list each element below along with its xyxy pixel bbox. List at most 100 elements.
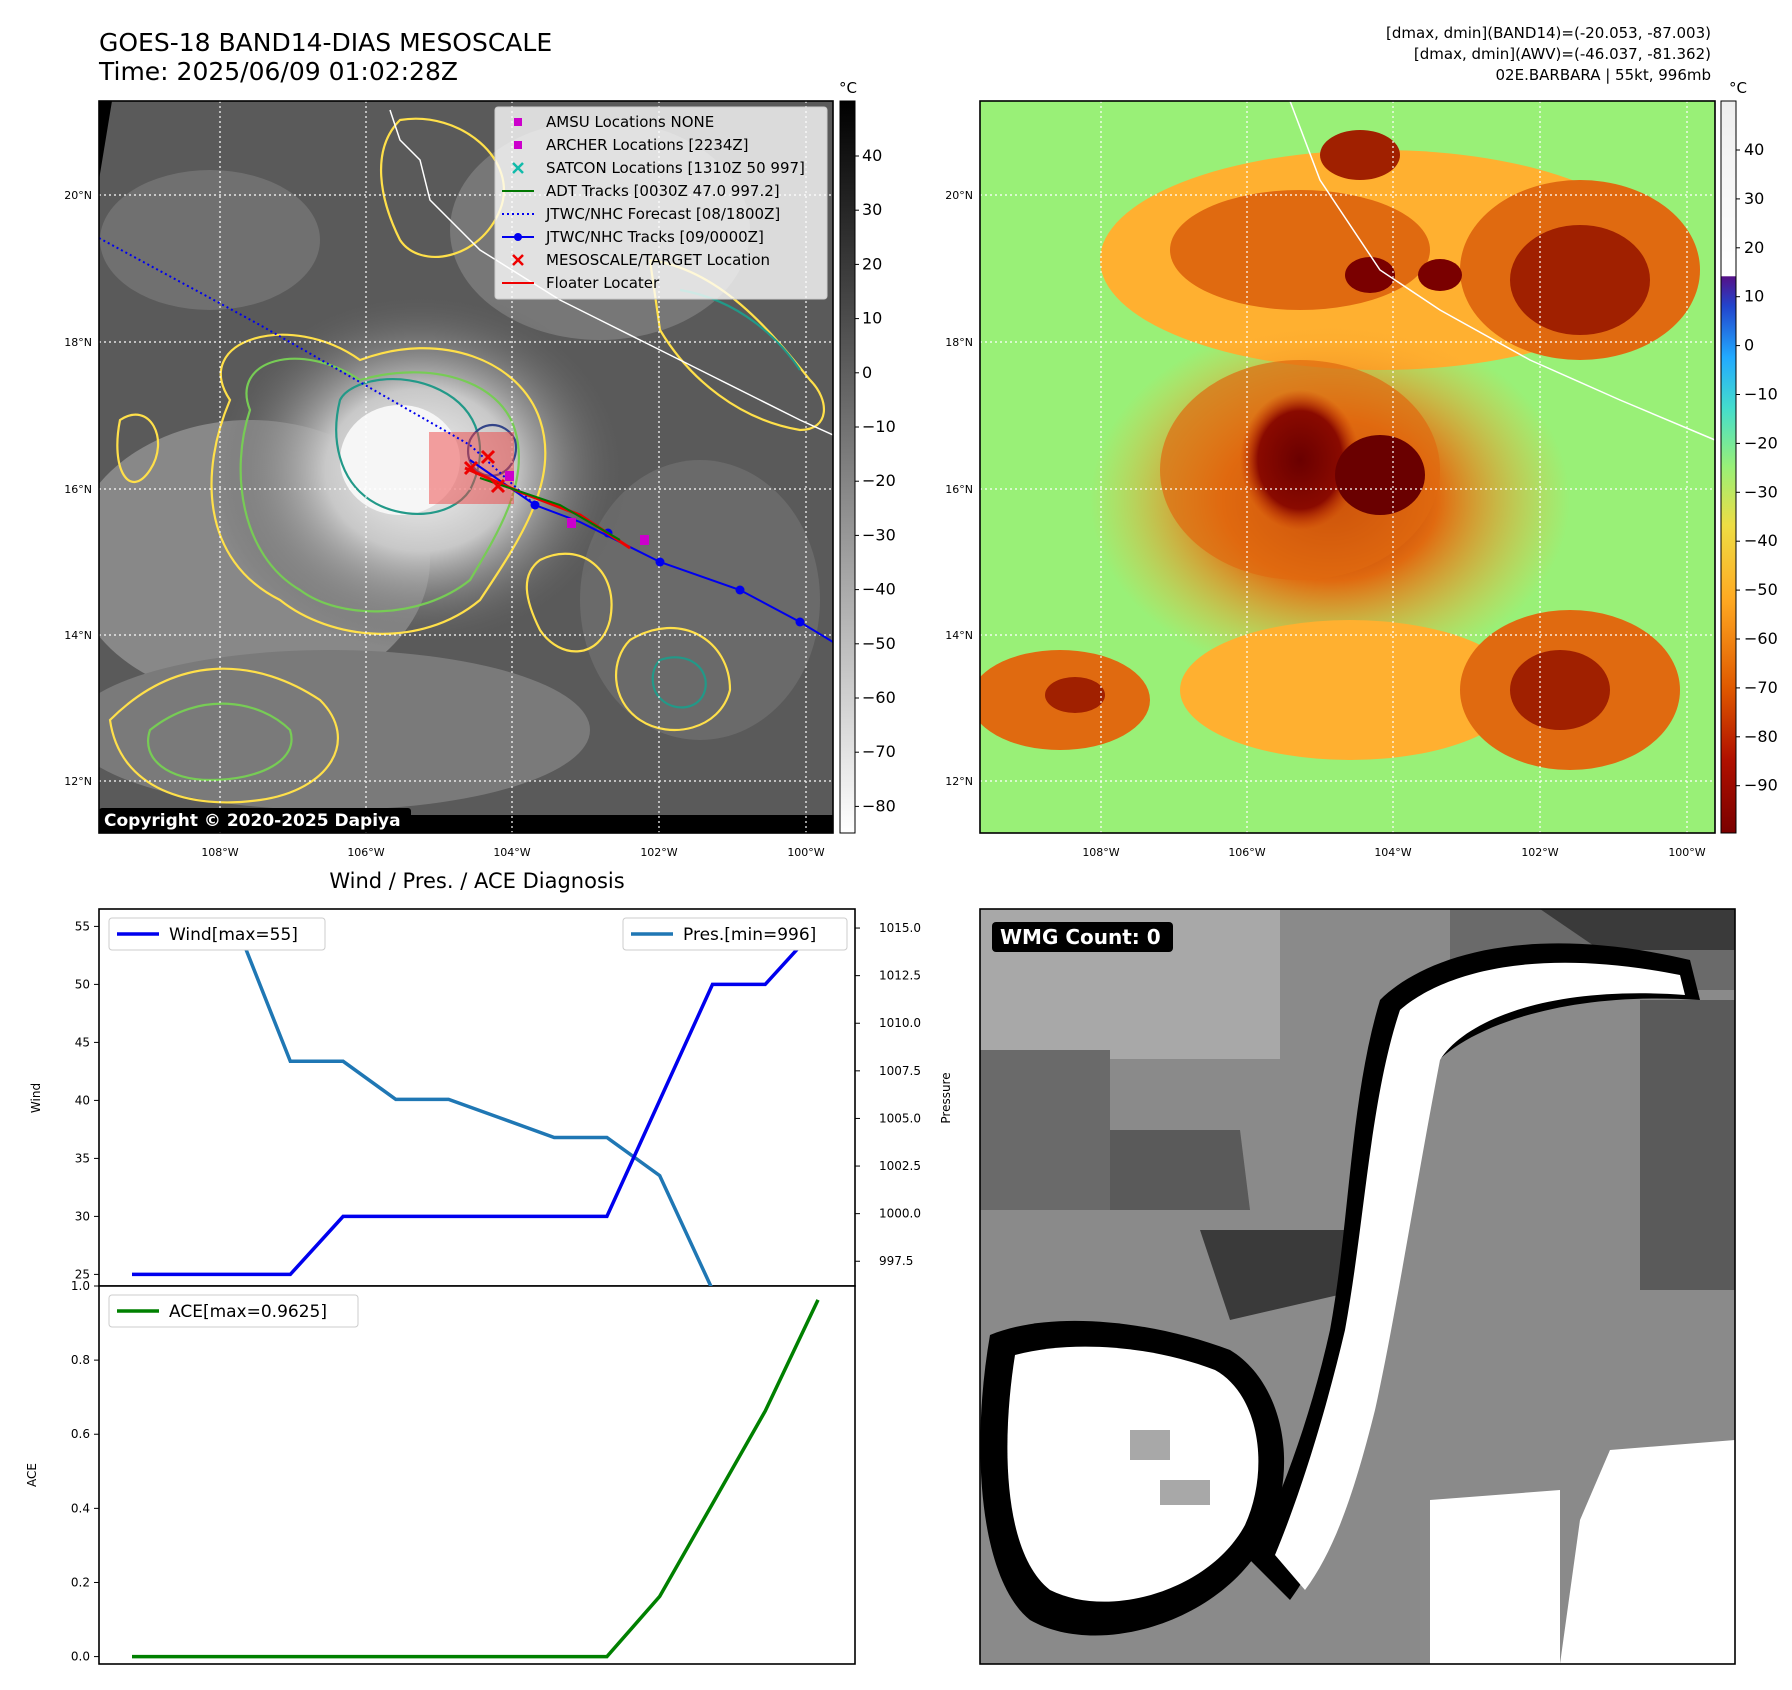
wind-tick-label: 45 — [75, 1035, 90, 1049]
target-marker — [490, 478, 506, 494]
wmg-imagery — [980, 909, 1735, 1664]
ace-tick-label: 0.8 — [71, 1353, 90, 1367]
band14-range: [dmax, dmin](BAND14)=(-20.053, -87.003) — [1386, 24, 1711, 42]
lat-tick-label: 16°N — [64, 483, 92, 496]
wv-cbar-label: −10 — [1744, 385, 1778, 404]
legend-label: ACE[max=0.9625] — [169, 1302, 327, 1322]
legend-label: MESOSCALE/TARGET Location — [546, 251, 770, 269]
ir-cbar-label: 40 — [862, 146, 882, 165]
legend-label: AMSU Locations NONE — [546, 113, 714, 131]
wind-axis-label: Wind — [29, 1083, 43, 1113]
wv-cbar-label: 30 — [1744, 189, 1764, 208]
legend-label: ARCHER Locations [2234Z] — [546, 136, 749, 154]
wind-series-line — [132, 925, 820, 1277]
ir-cbar-label: 10 — [862, 309, 882, 328]
lat-tick-label: 16°N — [945, 483, 973, 496]
wind-tick-label: 50 — [75, 977, 90, 991]
legend-label: JTWC/NHC Forecast [08/1800Z] — [545, 205, 780, 223]
ir-cbar-label: −80 — [862, 796, 896, 815]
wmg-count-badge: WMG Count: 0 — [992, 922, 1173, 952]
lon-tick-label: 106°W — [347, 846, 384, 859]
chart-title: Wind / Pres. / ACE Diagnosis — [329, 869, 624, 893]
wind-tick-label: 55 — [75, 919, 90, 933]
lon-tick-label: 108°W — [1082, 846, 1119, 859]
lon-tick-label: 100°W — [787, 846, 824, 859]
ir-cbar-label: −60 — [862, 688, 896, 707]
pressure-tick-label: 1002.5 — [879, 1159, 921, 1173]
pressure-legend: Pres.[min=996] — [622, 917, 848, 951]
ace-axis-label: ACE — [25, 1463, 39, 1487]
wv-cbar-label: −80 — [1744, 727, 1778, 746]
wv-cbar-label: −20 — [1744, 433, 1778, 452]
wv-map-frame — [979, 100, 1716, 834]
wv-gridlines — [980, 101, 1715, 833]
wv-cbar-label: −70 — [1744, 678, 1778, 697]
lon-tick-label: 108°W — [201, 846, 238, 859]
ace-tick-label: 0.6 — [71, 1427, 90, 1441]
lat-tick-label: 20°N — [945, 189, 973, 202]
pressure-tick-label: 1007.5 — [879, 1064, 921, 1078]
pressure-tick-label: 997.5 — [879, 1254, 913, 1268]
target-marker — [463, 460, 479, 476]
pressure-tick-label: 1012.5 — [879, 969, 921, 983]
awv-range: [dmax, dmin](AWV)=(-46.037, -81.362) — [1414, 45, 1711, 63]
wind-tick-label: 30 — [75, 1209, 90, 1223]
lat-tick-label: 20°N — [64, 189, 92, 202]
ace-legend: ACE[max=0.9625] — [108, 1294, 359, 1328]
lon-tick-label: 106°W — [1228, 846, 1265, 859]
legend-square-marker — [514, 141, 522, 149]
wind-pressure-axes — [98, 908, 856, 1287]
legend-label: ADT Tracks [0030Z 47.0 997.2] — [546, 182, 780, 200]
lat-tick-label: 12°N — [64, 775, 92, 788]
lat-tick-label: 14°N — [64, 629, 92, 642]
wv-cbar-label: 40 — [1744, 140, 1764, 159]
legend-label: Pres.[min=996] — [683, 925, 816, 945]
pressure-tick-label: 1000.0 — [879, 1207, 921, 1221]
ir-cbar-label: −10 — [862, 417, 896, 436]
ace-tick-label: 0.0 — [71, 1650, 90, 1664]
ir-cbar-label: −40 — [862, 580, 896, 599]
figure-time: Time: 2025/06/09 01:02:28Z — [98, 57, 458, 86]
wv-colorbar-unit: °C — [1729, 79, 1747, 97]
legend-label: Wind[max=55] — [169, 925, 298, 945]
lat-tick-label: 12°N — [945, 775, 973, 788]
legend-entry: Floater Locater — [502, 274, 660, 292]
nhc-track-point — [530, 500, 540, 510]
storm-info: 02E.BARBARA | 55kt, 996mb — [1496, 66, 1711, 84]
ir-cbar-label: 20 — [862, 254, 882, 273]
wind-tick-label: 40 — [75, 1093, 90, 1107]
wv-cbar-label: 20 — [1744, 238, 1764, 257]
wmg-count-label: WMG Count: 0 — [1000, 925, 1161, 949]
nhc-track-point — [795, 617, 805, 627]
ir-cbar-label: 0 — [862, 363, 872, 382]
ir-cbar-label: 30 — [862, 200, 882, 219]
ir-cbar-label: −20 — [862, 471, 896, 490]
ir-cbar-label: −30 — [862, 525, 896, 544]
lat-tick-label: 18°N — [64, 336, 92, 349]
nhc-track-point — [655, 557, 665, 567]
wv-colorbar: °C 40 30 20 10 0 −10 −20 −30 −40 −50 −60 −70 −80 −90 — [1720, 79, 1778, 834]
wv-imagery — [980, 101, 1715, 833]
legend-entry: JTWC/NHC Tracks [09/0000Z] — [502, 228, 764, 246]
legend-entry: JTWC/NHC Forecast [08/1800Z] — [502, 205, 780, 223]
legend-entry: AMSU Locations NONE — [514, 113, 714, 131]
ir-cbar-label: −50 — [862, 634, 896, 653]
lat-tick-label: 18°N — [945, 336, 973, 349]
wind-legend: Wind[max=55] — [108, 917, 326, 951]
adt-track — [479, 477, 621, 541]
pressure-axis-label: Pressure — [939, 1072, 953, 1123]
ace-tick-label: 1.0 — [71, 1279, 90, 1293]
diagnosis-chart: 25 30 35 40 45 50 55 997.5 1000.0 1002.5 1005.0 100… — [25, 908, 953, 1665]
legend-dot-marker — [514, 233, 522, 241]
wv-cbar-label: 10 — [1744, 287, 1764, 306]
legend-x-marker — [512, 254, 524, 266]
lon-tick-label: 102°W — [640, 846, 677, 859]
ir-copyright-box: Copyright © 2020-2025 Dapiya — [99, 808, 411, 832]
legend-entry: MESOSCALE/TARGET Location — [512, 251, 770, 269]
lon-tick-label: 104°W — [493, 846, 530, 859]
legend-frame — [108, 1294, 359, 1328]
ir-colorbar: °C 40 30 20 10 0 −10 −20 −30 −40 −50 −60 −70 −80 — [839, 79, 896, 834]
ir-legend: AMSU Locations NONE ARCHER Locations [223… — [494, 106, 828, 300]
ir-colorbar-unit: °C — [839, 79, 857, 97]
wv-cbar-label: −30 — [1744, 482, 1778, 501]
